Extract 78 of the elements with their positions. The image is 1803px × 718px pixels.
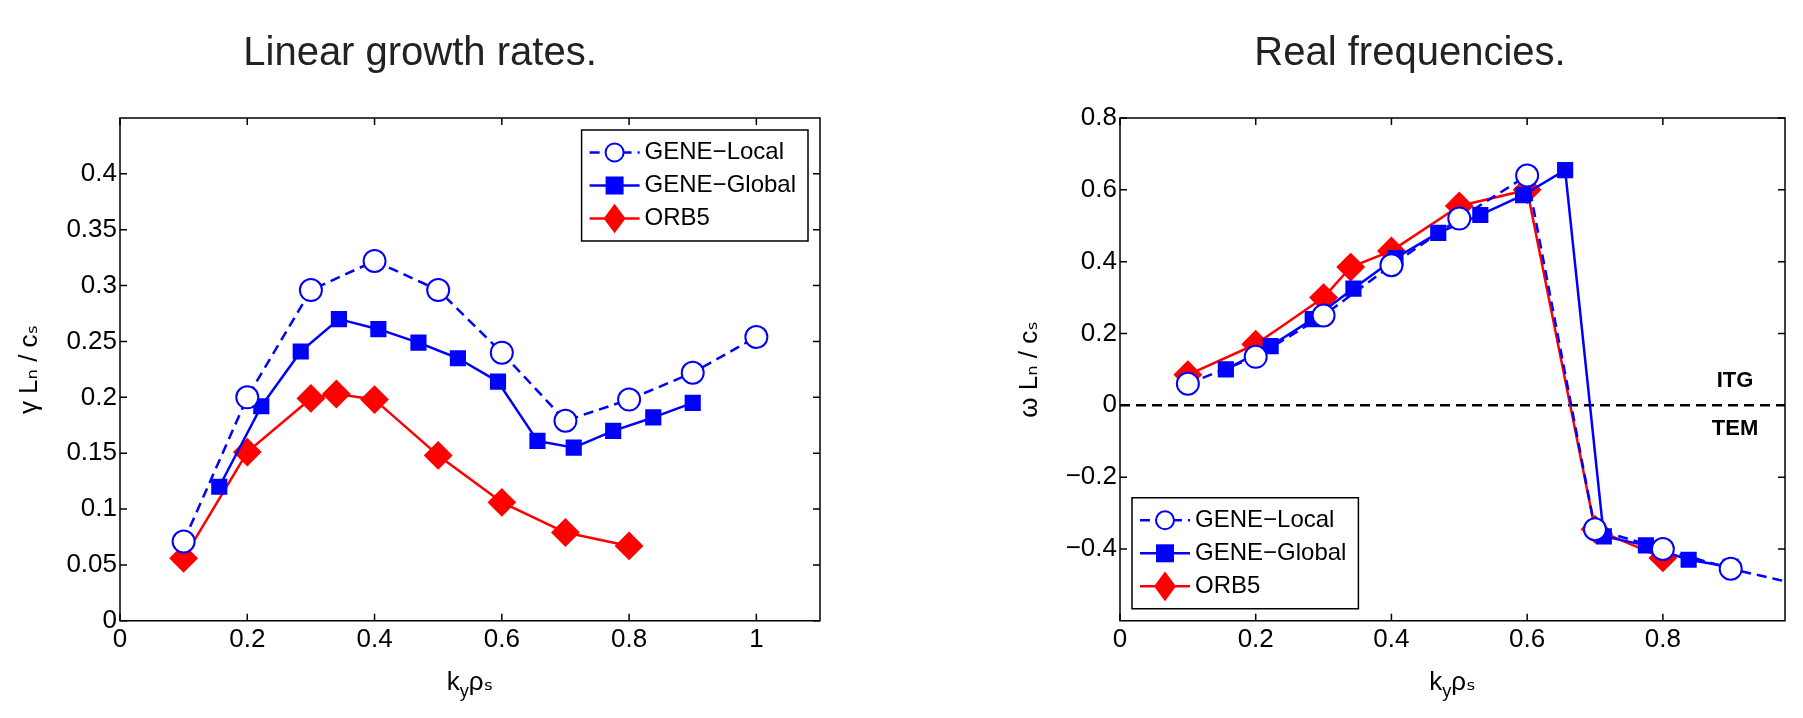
x-tick-label: 0.6: [1509, 622, 1546, 653]
point: [565, 439, 582, 456]
x-tick-label: 0.4: [1373, 622, 1410, 653]
point: [1718, 556, 1743, 581]
x-tick-label: 0.2: [1237, 622, 1274, 653]
point: [322, 379, 351, 408]
point: [1175, 371, 1200, 396]
legend-label: GENE−Local: [1195, 504, 1335, 532]
point: [292, 343, 309, 360]
point: [617, 387, 642, 412]
annotation: TEM: [1711, 415, 1759, 441]
point: [1650, 536, 1675, 561]
y-tick-label: 0.2: [80, 380, 117, 411]
point: [410, 334, 427, 351]
point: [553, 408, 578, 433]
x-tick-label: 0.4: [356, 622, 393, 653]
point: [370, 321, 387, 338]
point: [449, 350, 466, 367]
x-tick-label: 0.2: [229, 622, 266, 653]
y-tick-label: 0.4: [1080, 244, 1117, 275]
legend-label: ORB5: [1195, 570, 1261, 598]
point: [235, 385, 260, 410]
legend-label: GENE−Global: [644, 170, 796, 198]
point: [1447, 206, 1472, 231]
y-axis-title: γ Lₙ / cₛ: [13, 324, 44, 415]
y-tick-label: 0.6: [1080, 173, 1117, 203]
point: [1472, 206, 1489, 224]
chart-title: Linear growth rates.: [243, 29, 597, 74]
y-tick-label: 0.35: [66, 212, 117, 243]
y-axis-title: ω Lₙ / cₛ: [1013, 321, 1044, 418]
legend-label: GENE−Global: [1195, 537, 1347, 565]
y-tick-label: 0.8: [1080, 101, 1117, 132]
point: [1311, 303, 1336, 328]
x-tick-label: 0.6: [483, 622, 520, 653]
point: [426, 278, 451, 303]
point: [605, 422, 622, 439]
point: [424, 441, 453, 470]
y-tick-label: 0.05: [66, 548, 117, 579]
y-tick-label: −0.4: [1065, 532, 1117, 563]
y-tick-label: 0.2: [1080, 316, 1117, 347]
point: [1379, 253, 1404, 278]
point: [1336, 253, 1365, 282]
point: [1557, 162, 1574, 179]
point: [360, 385, 389, 414]
point: [487, 488, 516, 517]
point: [330, 311, 347, 328]
point: [1345, 280, 1362, 297]
point: [1430, 224, 1447, 241]
point: [529, 432, 546, 449]
point: [1243, 344, 1268, 369]
y-tick-label: 0.1: [80, 492, 117, 523]
point: [233, 438, 262, 467]
point: [211, 478, 228, 495]
point: [362, 249, 387, 274]
annotation: ITG: [1716, 367, 1754, 393]
x-tick-label: 1: [749, 622, 764, 653]
chart-title: Real frequencies.: [1254, 29, 1566, 74]
y-tick-label: 0.4: [80, 157, 117, 188]
point: [615, 531, 644, 560]
point: [684, 394, 701, 411]
point: [489, 340, 514, 365]
point: [296, 384, 325, 413]
y-tick-label: 0.15: [66, 436, 117, 467]
point: [171, 529, 196, 554]
point: [551, 518, 580, 547]
y-tick-label: 0: [1102, 388, 1117, 419]
legend-label: GENE−Local: [644, 137, 784, 165]
x-tick-label: 0.8: [611, 622, 648, 653]
point: [489, 373, 507, 390]
y-tick-label: 0.3: [80, 268, 117, 299]
point: [1515, 163, 1540, 188]
point: [645, 409, 662, 426]
point: [680, 360, 705, 385]
legend-label: ORB5: [644, 203, 710, 231]
y-tick-label: 0.25: [66, 324, 117, 355]
point: [298, 278, 323, 303]
y-tick-label: −0.2: [1065, 460, 1117, 491]
x-tick-label: 0.8: [1644, 622, 1681, 653]
